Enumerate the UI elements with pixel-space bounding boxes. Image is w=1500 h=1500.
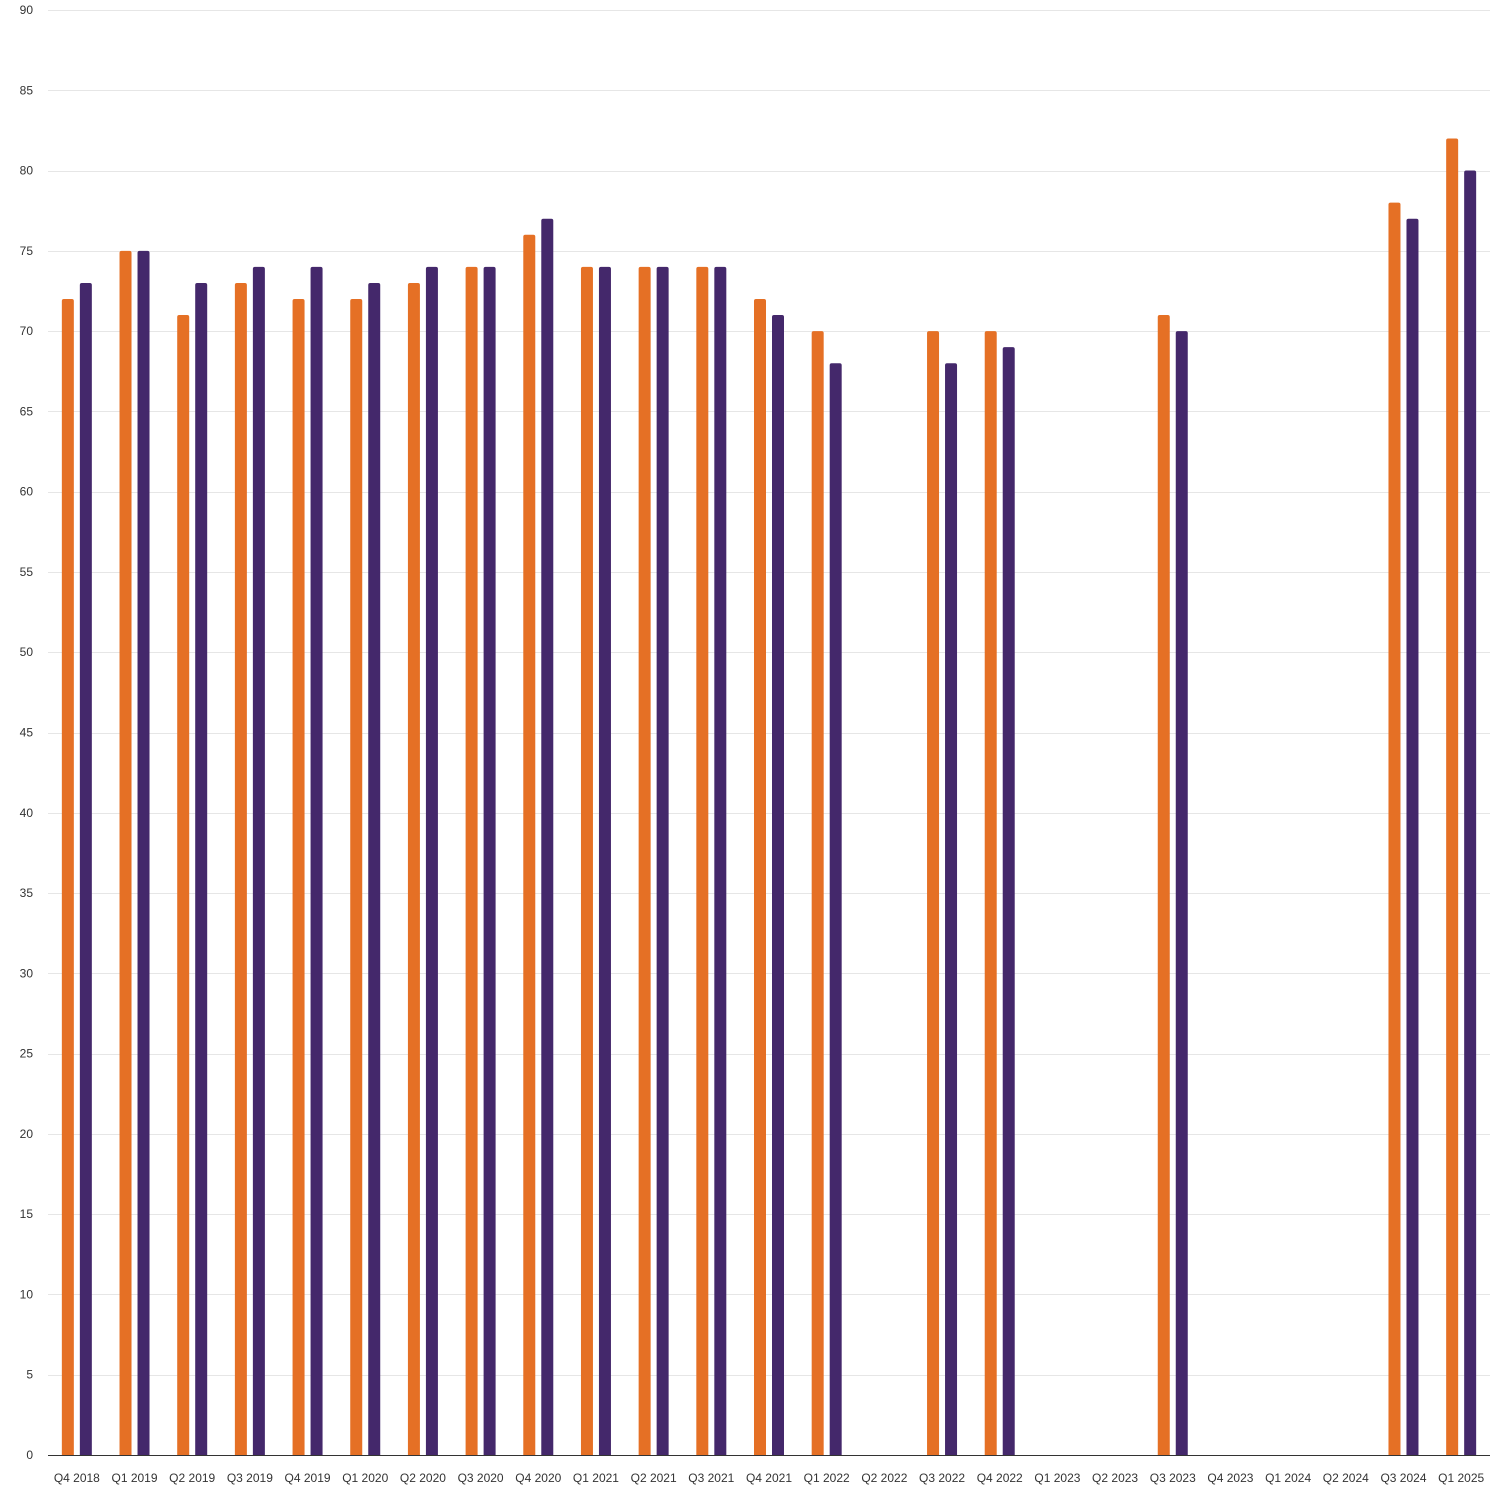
y-tick-label: 0	[26, 1448, 33, 1462]
bar-series-1	[754, 299, 766, 1455]
bar-series-2	[656, 266, 669, 1455]
x-tick-label: Q4 2019	[285, 1471, 331, 1485]
x-tick-label: Q1 2023	[1034, 1471, 1080, 1485]
bar-series-2	[79, 282, 92, 1455]
y-tick-label: 75	[20, 244, 34, 258]
x-tick-label: Q3 2020	[458, 1471, 504, 1485]
y-tick-label: 20	[20, 1127, 34, 1141]
bar-series-2	[195, 282, 208, 1455]
x-tick-label: Q4 2021	[746, 1471, 792, 1485]
bar-series-2	[310, 266, 323, 1455]
x-tick-label: Q3 2021	[688, 1471, 734, 1485]
bar-series-1	[811, 331, 824, 1456]
bar-series-2	[541, 218, 554, 1456]
y-tick-label: 40	[20, 806, 34, 820]
bar-series-1	[407, 282, 420, 1455]
y-tick-label: 35	[20, 886, 34, 900]
x-tick-label: Q4 2022	[977, 1471, 1023, 1485]
x-tick-label: Q2 2024	[1323, 1471, 1369, 1485]
y-tick-label: 60	[20, 485, 34, 499]
x-tick-label: Q1 2020	[342, 1471, 388, 1485]
bar-series-1	[234, 282, 247, 1455]
bar-series-1	[1388, 202, 1401, 1456]
y-tick-label: 5	[26, 1368, 33, 1382]
y-tick-label: 15	[20, 1207, 34, 1221]
bar-series-2	[425, 266, 438, 1455]
bar-series-2	[1464, 170, 1477, 1456]
y-tick-label: 55	[20, 565, 34, 579]
x-tick-label: Q4 2020	[515, 1471, 561, 1485]
axis-layer: 0 5 10 15 20 25 30 35 40 45 50 55 60 65 70 75 80 85 90 Q4 2…	[20, 3, 1490, 1485]
bar-series-2	[829, 363, 842, 1456]
bar-series-2	[1406, 218, 1419, 1456]
bar-series-1	[523, 234, 536, 1455]
y-tick-label: 25	[20, 1047, 34, 1061]
bar-series-2	[945, 363, 958, 1456]
bar-series-1	[292, 299, 305, 1455]
bar-series-2	[368, 282, 381, 1455]
x-tick-label: Q1 2021	[573, 1471, 619, 1485]
bar-series-2	[598, 266, 611, 1455]
bar-series-2	[483, 266, 496, 1455]
bar-series-1	[177, 315, 190, 1455]
y-tick-label: 45	[20, 726, 34, 740]
bar-series-2	[1002, 347, 1015, 1456]
y-tick-label: 90	[20, 3, 34, 17]
y-tick-label: 85	[20, 83, 34, 97]
x-tick-label: Q1 2022	[804, 1471, 850, 1485]
bar-series-1	[350, 299, 363, 1455]
bar-series-1	[1157, 315, 1170, 1455]
x-tick-label: Q4 2018	[54, 1471, 100, 1485]
y-tick-label: 10	[20, 1287, 34, 1301]
bar-series-1	[61, 299, 74, 1455]
bar-series-1	[1446, 138, 1459, 1455]
x-tick-label: Q4 2023	[1207, 1471, 1253, 1485]
bars-layer	[61, 138, 1477, 1456]
bar-series-2	[772, 315, 784, 1455]
bar-series-1	[465, 266, 478, 1455]
x-tick-label: Q2 2021	[631, 1471, 677, 1485]
x-tick-label: Q3 2019	[227, 1471, 273, 1485]
grid-layer	[48, 10, 1490, 1376]
x-tick-label: Q1 2019	[111, 1471, 157, 1485]
x-tick-label: Q2 2023	[1092, 1471, 1138, 1485]
bar-series-1	[119, 250, 132, 1455]
bar-series-1	[580, 266, 593, 1455]
bar-series-1	[638, 266, 651, 1455]
x-tick-label: Q3 2022	[919, 1471, 965, 1485]
x-tick-label: Q2 2022	[861, 1471, 907, 1485]
bar-series-1	[696, 266, 709, 1455]
bar-series-1	[984, 331, 997, 1456]
y-tick-label: 50	[20, 645, 34, 659]
x-tick-label: Q1 2025	[1438, 1471, 1484, 1485]
y-tick-label: 70	[20, 324, 34, 338]
y-tick-label: 30	[20, 966, 34, 980]
x-tick-label: Q1 2024	[1265, 1471, 1311, 1485]
bar-series-2	[1175, 331, 1188, 1456]
bar-series-2	[252, 266, 265, 1455]
y-tick-label: 80	[20, 164, 34, 178]
x-tick-label: Q3 2023	[1150, 1471, 1196, 1485]
x-tick-label: Q3 2024	[1380, 1471, 1426, 1485]
bar-series-1	[927, 331, 940, 1456]
x-tick-label: Q2 2019	[169, 1471, 215, 1485]
x-tick-label: Q2 2020	[400, 1471, 446, 1485]
bar-series-2	[137, 250, 150, 1455]
bar-series-2	[714, 266, 727, 1455]
y-tick-label: 65	[20, 404, 34, 418]
